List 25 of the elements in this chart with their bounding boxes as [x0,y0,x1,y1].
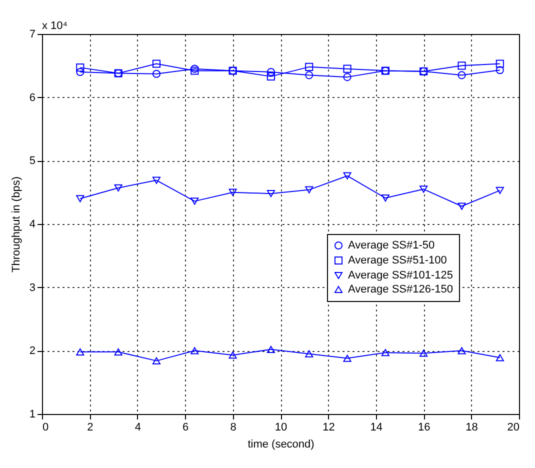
x-tick-label: 8 [230,422,236,434]
y-tick-label: 6 [29,92,36,104]
legend-label: Average SS#101-125 [348,270,453,282]
y-tick-label: 3 [29,282,36,294]
x-tick-label: 4 [134,422,141,434]
x-tick-label: 12 [322,422,335,434]
legend-label: Average SS#1-50 [348,240,435,252]
x-tick-label: 2 [87,422,94,434]
y-tick-label: 2 [29,345,36,358]
x-tick-label: 18 [466,422,478,434]
y-tick-label: 4 [29,218,36,230]
x-tick-label: 10 [274,422,288,434]
x-tick-label: 16 [418,422,430,434]
x-tick-label: 0 [42,422,49,434]
y-tick-label: 5 [29,155,36,168]
y-axis-title: Throughput in (bps) [10,176,22,272]
x-tick-label: 6 [182,422,189,434]
x-axis-title: time (second) [248,438,314,450]
legend-label: Average SS#126-150 [348,284,453,296]
legend-label: Average SS#51-100 [348,254,447,266]
text: x 10⁴ [42,20,68,32]
x-tick-label: 20 [507,422,520,434]
y-tick-label: 1 [29,408,36,420]
y-tick-label: 7 [29,28,36,40]
x-tick-label: 14 [370,422,383,434]
